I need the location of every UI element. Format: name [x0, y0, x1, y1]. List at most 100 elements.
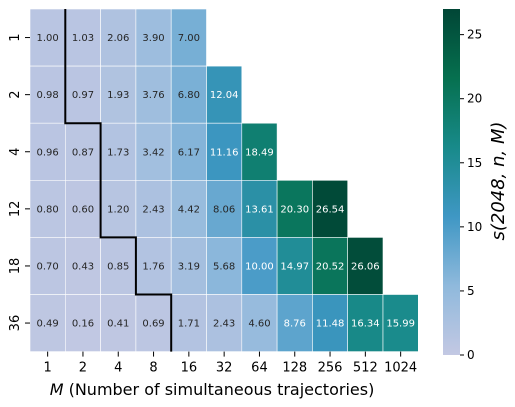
cell-value-label: 8.76 [284, 319, 306, 330]
heatmap-cell [241, 122, 278, 181]
cell-value-label: 11.16 [210, 147, 239, 158]
cell-value-label: 6.17 [178, 147, 200, 158]
heatmap-cell [100, 8, 137, 67]
cell-value-label: 1.71 [178, 319, 200, 330]
x-tick-label: 32 [216, 361, 233, 376]
cell-value-label: 15.99 [386, 319, 415, 330]
x-tick-label: 256 [318, 361, 343, 376]
x-tick-label: 16 [181, 361, 198, 376]
y-tick-label: 1 [8, 33, 23, 41]
colorbar-tick-label: 5 [467, 284, 475, 298]
cell-value-label: 8.06 [213, 204, 235, 215]
heatmap-cell [65, 294, 101, 352]
heatmap-cell [29, 65, 66, 124]
heatmap-cell [29, 8, 66, 67]
heatmap-cell [135, 180, 172, 238]
heatmap-cell [100, 122, 137, 181]
heatmap-cell [100, 180, 137, 238]
heatmap-cell [29, 294, 66, 352]
x-axis-title: M (Number of simultaneous trajectories) [50, 380, 375, 399]
x-axis-title-text: (Number of simultaneous trajectories) [64, 380, 375, 399]
colorbar: 0 5 10 15 20 25 [443, 9, 482, 362]
colorbar-gradient [443, 9, 460, 355]
cell-value-label: 0.16 [72, 319, 94, 330]
cell-value-label: 13.61 [245, 204, 274, 215]
cell-value-label: 0.60 [72, 204, 94, 215]
y-tick-label: 2 [8, 91, 23, 99]
cell-value-label: 26.06 [351, 261, 380, 272]
heatmap-cell [312, 180, 348, 238]
cell-value-label: 20.52 [316, 261, 345, 272]
boundary-line [64, 9, 173, 352]
cell-value-label: 0.85 [107, 261, 129, 272]
heatmap-cell [382, 294, 419, 352]
heatmap-cell [206, 65, 243, 124]
cell-value-label: 20.30 [280, 204, 309, 215]
x-tick-label: 8 [149, 361, 157, 376]
heatmap-cell [100, 294, 137, 352]
cell-value-label: 1.20 [107, 204, 129, 215]
heatmap-cell [276, 237, 313, 295]
x-tick-label: 4 [114, 361, 122, 376]
cell-value-label: 14.97 [280, 261, 309, 272]
heatmap-cell [312, 294, 348, 352]
cell-value-label: 0.69 [142, 319, 164, 330]
cell-value-label: 6.80 [178, 90, 200, 101]
cell-value-label: 5.68 [213, 261, 235, 272]
cell-value-label: 1.73 [107, 147, 129, 158]
heatmap-cell [170, 122, 207, 181]
heatmap-cell [206, 294, 243, 352]
cell-value-label: 1.00 [37, 33, 59, 44]
heatmap-cell [347, 237, 384, 295]
cell-value-label: 16.34 [351, 319, 380, 330]
x-tick-label: 1 [44, 361, 52, 376]
cell-value-label: 2.43 [142, 204, 164, 215]
x-axis-title-symbol: M [50, 380, 64, 399]
x-tick-label: 1024 [384, 361, 417, 376]
colorbar-tick-label: 25 [467, 28, 482, 42]
cell-value-label: 3.42 [142, 147, 164, 158]
cell-value-label: 26.54 [316, 204, 345, 215]
cell-value-label: 0.98 [37, 90, 59, 101]
cell-value-label: 0.70 [37, 261, 59, 272]
cell-value-label: 10.00 [245, 261, 274, 272]
y-tick-label: 12 [8, 201, 23, 218]
heatmap-cell [65, 180, 101, 238]
heatmap-cell [65, 237, 101, 295]
heatmap-cell [29, 122, 66, 181]
cell-value-label: 18.49 [245, 147, 274, 158]
y-tick-label: 18 [8, 258, 23, 275]
heatmap-cell [241, 180, 278, 238]
x-tick-label: 512 [353, 361, 378, 376]
x-tick-label: 64 [251, 361, 268, 376]
heatmap-cell [170, 294, 207, 352]
cell-value-label: 7.00 [178, 33, 200, 44]
x-tick-label: 128 [282, 361, 307, 376]
heatmap-cell [312, 237, 348, 295]
cell-value-label: 3.76 [142, 90, 164, 101]
heatmap-cell [100, 65, 137, 124]
heatmap-cell [170, 180, 207, 238]
cell-value-label: 4.42 [178, 204, 200, 215]
cell-value-label: 3.90 [142, 33, 164, 44]
heatmap-cell [65, 122, 101, 181]
heatmap-cell [276, 294, 313, 352]
heatmap-cells: 1.00 1.03 2.06 3.90 7.00 0.98 0.97 1.93 3.76 6.80… [29, 8, 419, 352]
cell-value-label: 1.93 [107, 90, 129, 101]
heatmap-cell [347, 294, 384, 352]
cell-value-label: 0.96 [37, 147, 59, 158]
cell-value-label: 0.87 [72, 147, 94, 158]
colorbar-tick-label: 10 [467, 220, 482, 234]
cell-value-label: 12.04 [210, 90, 239, 101]
heatmap-cell [170, 8, 207, 67]
cell-value-label: 0.41 [107, 319, 129, 330]
cell-value-label: 0.80 [37, 204, 59, 215]
heatmap-cell [29, 237, 66, 295]
y-tick-label: 4 [8, 148, 23, 156]
heatmap-cell [29, 180, 66, 238]
colorbar-tick-label: 20 [467, 92, 482, 106]
cell-value-label: 2.06 [107, 33, 129, 44]
heatmap-cell [206, 122, 243, 181]
